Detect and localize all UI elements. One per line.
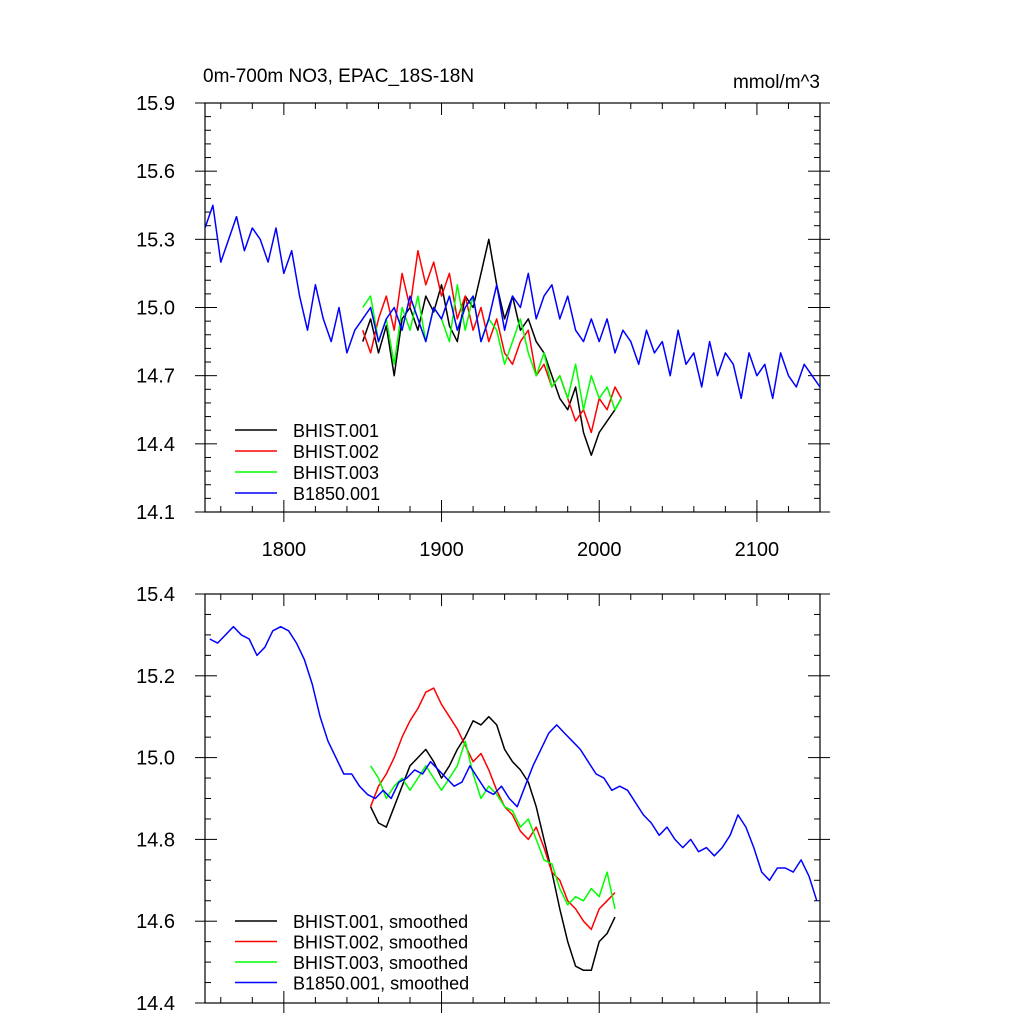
x-tick-label: 1800	[262, 539, 307, 561]
bottom-panel: 14.4 14.6 14.8 15.0 15.2 15.4 BHIST.001, smoot…	[136, 584, 830, 1015]
chart-units: mmol/m^3	[733, 72, 820, 93]
chart-title: 0m-700m NO3, EPAC_18S-18N	[203, 66, 474, 87]
top-panel: 1800 1900 2000 2100 14.1 14.4 14.7 15.0 15.3 15.6…	[136, 93, 830, 561]
legend-label: BHIST.003, smoothed	[293, 953, 468, 973]
y-tick-label: 14.4	[136, 993, 175, 1015]
y-tick-label: 14.7	[136, 366, 175, 388]
y-tick-label: 15.4	[136, 584, 175, 606]
x-tick-label: 2000	[577, 539, 622, 561]
y-tick-label: 15.0	[136, 748, 175, 770]
legend-label: B1850.001, smoothed	[293, 974, 469, 994]
legend-label: BHIST.003	[293, 463, 379, 483]
y-tick-label: 14.1	[136, 502, 175, 524]
legend-label: BHIST.001	[293, 421, 379, 441]
x-tick-label: 1900	[419, 539, 464, 561]
y-tick-label: 14.4	[136, 434, 175, 456]
legend-label: BHIST.002	[293, 442, 379, 462]
series-line-b1850-001-smoothed	[209, 625, 818, 902]
y-tick-label: 14.6	[136, 911, 175, 933]
y-tick-label: 15.2	[136, 666, 175, 688]
y-tick-label: 15.0	[136, 298, 175, 320]
series-line-bhist-001-smoothed	[369, 715, 616, 972]
series-line-bhist-001	[361, 238, 622, 456]
y-tick-label: 15.9	[136, 93, 175, 115]
x-tick-label: 2100	[735, 539, 780, 561]
legend-label: B1850.001	[293, 484, 380, 504]
legend-label: BHIST.002, smoothed	[293, 933, 468, 953]
series-line-bhist-003-smoothed	[369, 740, 616, 910]
series-line-bhist-002-smoothed	[369, 687, 616, 931]
legend-label: BHIST.001, smoothed	[293, 912, 468, 932]
series-line-bhist-002	[361, 249, 622, 434]
series-line-b1850-001	[205, 204, 820, 400]
y-tick-label: 15.3	[136, 229, 175, 251]
y-tick-label: 15.6	[136, 161, 175, 183]
y-tick-label: 14.8	[136, 829, 175, 851]
series-line-bhist-003	[362, 284, 622, 411]
